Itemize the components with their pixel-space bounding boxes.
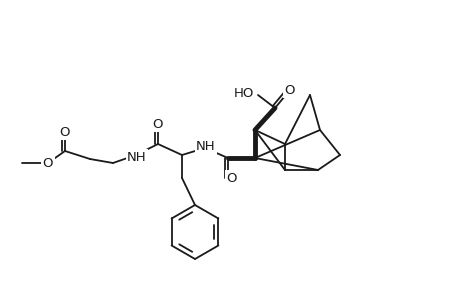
Text: HO: HO <box>233 86 253 100</box>
Text: O: O <box>284 83 295 97</box>
Text: O: O <box>152 118 163 130</box>
Text: NH: NH <box>196 140 215 152</box>
Text: NH: NH <box>127 151 146 164</box>
Text: O: O <box>43 157 53 169</box>
Text: O: O <box>226 172 237 184</box>
Text: O: O <box>60 125 70 139</box>
